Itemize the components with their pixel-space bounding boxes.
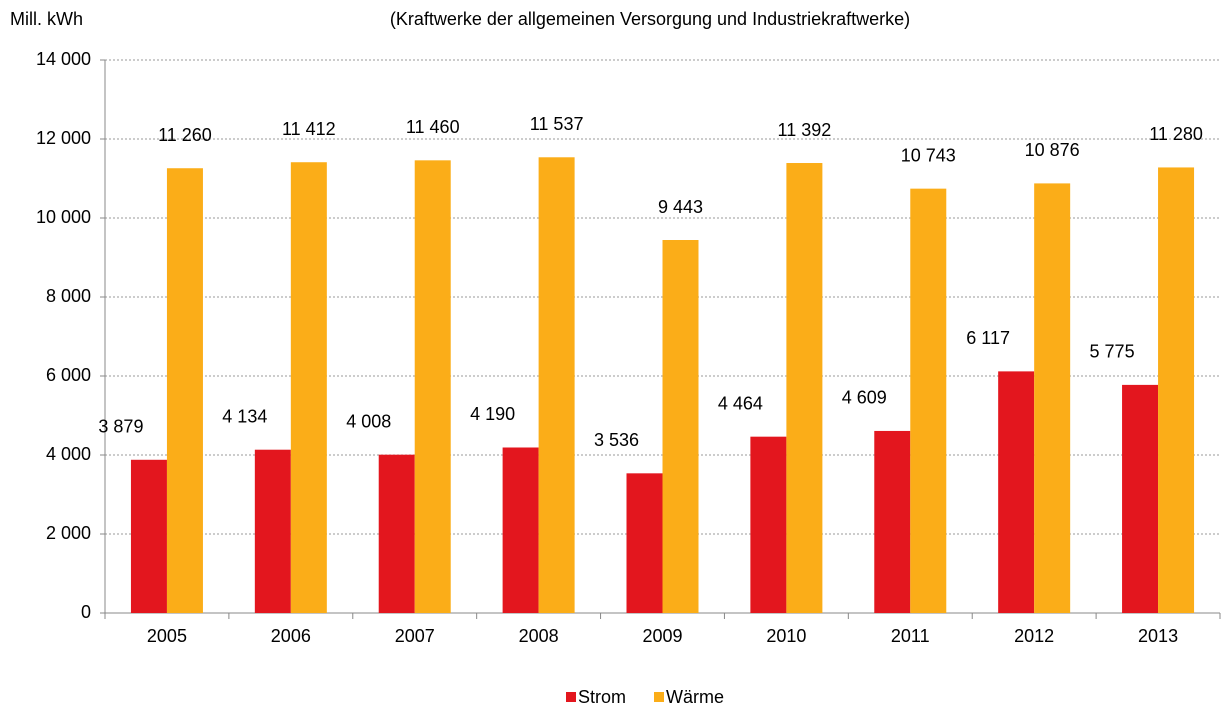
data-label: 6 117 (966, 328, 1010, 348)
bar (874, 430, 911, 613)
y-tick-label: 4 000 (46, 444, 91, 464)
chart-title: (Kraftwerke der allgemeinen Versorgung u… (390, 9, 910, 29)
x-tick-label: 2012 (1014, 626, 1054, 646)
x-tick-label: 2008 (519, 626, 559, 646)
legend-swatch (654, 692, 664, 702)
legend-label: Strom (578, 687, 626, 707)
legend-swatch (566, 692, 576, 702)
data-label: 11 460 (406, 117, 460, 137)
data-label: 4 464 (718, 393, 763, 413)
x-tick-label: 2013 (1138, 626, 1178, 646)
x-tick-label: 2009 (642, 626, 682, 646)
bar (662, 240, 699, 613)
bar (166, 168, 203, 614)
bar (130, 459, 167, 613)
bar (502, 447, 539, 613)
x-tick-label: 2005 (147, 626, 187, 646)
data-label: 4 008 (346, 411, 391, 431)
data-label: 10 743 (901, 145, 956, 165)
data-label: 4 134 (222, 406, 267, 426)
data-label: 11 260 (158, 125, 212, 145)
y-tick-label: 6 000 (46, 365, 91, 385)
bar (750, 436, 787, 613)
data-label: 3 879 (98, 417, 143, 437)
y-tick-label: 12 000 (36, 128, 91, 148)
x-tick-label: 2011 (891, 626, 930, 646)
bar (254, 449, 291, 613)
data-label: 11 392 (778, 120, 832, 140)
data-label: 11 280 (1149, 124, 1203, 144)
y-tick-label: 0 (81, 602, 91, 622)
y-tick-label: 2 000 (46, 523, 91, 543)
data-label: 10 876 (1025, 140, 1080, 160)
y-tick-label: 8 000 (46, 286, 91, 306)
data-label: 11 537 (530, 114, 584, 134)
x-tick-label: 2007 (395, 626, 435, 646)
data-label: 11 412 (282, 119, 336, 139)
bar (414, 160, 451, 613)
data-label: 9 443 (658, 197, 703, 217)
bar (786, 163, 823, 614)
bar (910, 188, 947, 614)
data-label: 3 536 (594, 430, 639, 450)
bar (626, 473, 663, 613)
y-tick-label: 10 000 (36, 207, 91, 227)
x-tick-label: 2010 (766, 626, 806, 646)
data-label: 4 609 (842, 388, 887, 408)
bar (1158, 167, 1195, 613)
bar (538, 157, 575, 613)
bar (998, 371, 1035, 613)
y-tick-label: 14 000 (36, 49, 91, 69)
legend-label: Wärme (666, 687, 724, 707)
x-tick-label: 2006 (271, 626, 311, 646)
data-label: 4 190 (470, 404, 515, 424)
data-label: 5 775 (1090, 342, 1135, 362)
bar (378, 454, 415, 613)
bar (290, 162, 327, 613)
bar (1034, 183, 1071, 613)
y-axis-label: Mill. kWh (10, 9, 83, 29)
bar (1122, 384, 1159, 613)
